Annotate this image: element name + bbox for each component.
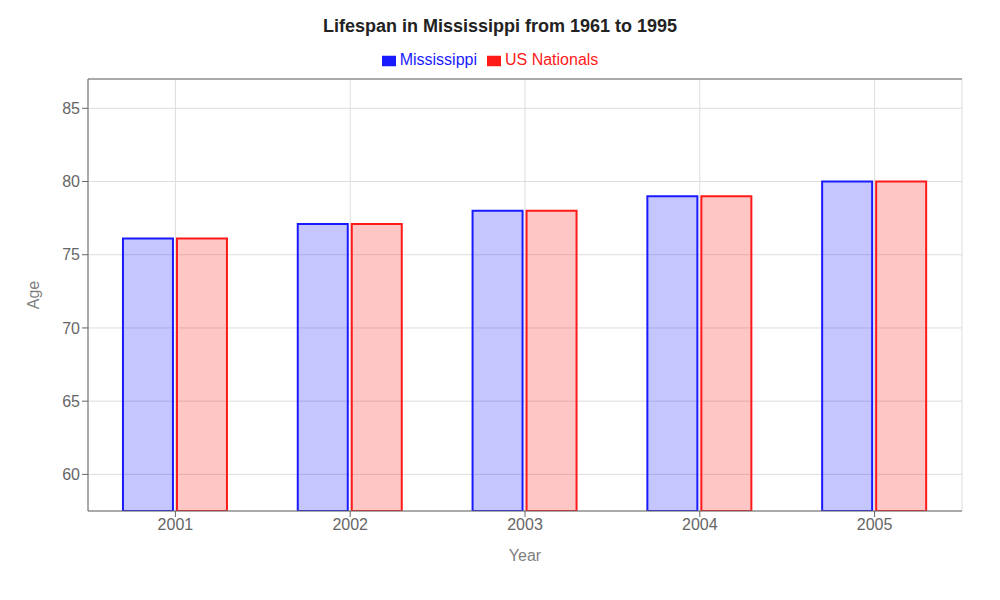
svg-text:2005: 2005 xyxy=(857,516,893,533)
svg-text:60: 60 xyxy=(62,466,80,483)
svg-text:65: 65 xyxy=(62,393,80,410)
svg-text:2003: 2003 xyxy=(507,516,543,533)
svg-text:2002: 2002 xyxy=(332,516,368,533)
svg-text:2004: 2004 xyxy=(682,516,718,533)
html-text:Lifespan in Mississippi from 1: Lifespan in Mississippi from 1961 to 199… xyxy=(322,16,678,36)
svg-text:80: 80 xyxy=(62,173,80,190)
svg-text:Age: Age xyxy=(25,281,42,310)
svg-text:2001: 2001 xyxy=(158,516,194,533)
html-text:Mississippi: Mississippi xyxy=(399,51,477,68)
svg-text:70: 70 xyxy=(62,320,80,337)
svg-text:Year: Year xyxy=(509,547,542,564)
svg-text:85: 85 xyxy=(62,100,80,117)
svg-text:75: 75 xyxy=(62,246,80,263)
html-text:US Nationals: US Nationals xyxy=(505,51,599,68)
